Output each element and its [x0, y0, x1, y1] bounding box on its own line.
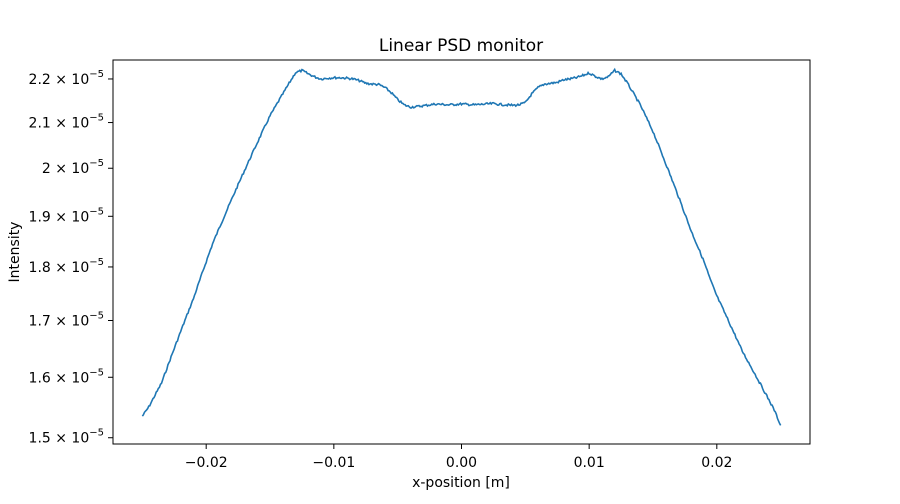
- y-tick-label: 1.6 × 10−5: [29, 367, 104, 386]
- y-tick-exponent: −5: [89, 257, 104, 268]
- intensity-series-line: [141, 67, 782, 426]
- x-tick-label: 0.01: [574, 455, 605, 471]
- y-tick-exponent: −5: [89, 428, 104, 439]
- plot-frame: [112, 59, 811, 445]
- y-tick-label: 1.8 × 10−5: [29, 257, 104, 276]
- y-tick-times: × 10: [51, 116, 89, 132]
- y-tick-exponent: −5: [89, 367, 104, 378]
- y-tick-times: × 10: [51, 260, 89, 276]
- y-tick-times: × 10: [51, 313, 89, 329]
- y-tick-mantissa: 2.1: [29, 116, 51, 132]
- y-tick-mantissa: 1.6: [29, 370, 51, 386]
- y-axis: 1.5 × 10−51.6 × 10−51.7 × 10−51.8 × 10−5…: [29, 69, 113, 447]
- y-tick-mantissa: 1.5: [29, 431, 51, 447]
- y-tick-times: × 10: [51, 370, 89, 386]
- x-tick-label: 0.02: [701, 455, 732, 471]
- y-tick-mantissa: 2.2: [29, 72, 51, 88]
- y-tick-mantissa: 1.9: [29, 209, 51, 225]
- x-axis: −0.02 −0.01 0.00 0.01 0.02: [185, 444, 732, 471]
- y-tick-exponent: −5: [89, 310, 104, 321]
- y-tick-label: 2 × 10−5: [42, 158, 104, 177]
- x-tick-label: 0.00: [446, 455, 477, 471]
- y-tick-exponent: −5: [89, 69, 104, 80]
- y-tick-label: 1.7 × 10−5: [29, 310, 104, 329]
- y-tick-exponent: −5: [89, 113, 104, 124]
- y-tick-mantissa: 1.7: [29, 313, 51, 329]
- x-axis-label: x-position [m]: [412, 475, 510, 491]
- y-tick-label: 1.5 × 10−5: [29, 428, 104, 447]
- y-tick-exponent: −5: [89, 206, 104, 217]
- x-tick-label: −0.01: [312, 455, 355, 471]
- y-tick-times: × 10: [51, 209, 89, 225]
- y-tick-mantissa: 1.8: [29, 260, 51, 276]
- y-tick-label: 1.9 × 10−5: [29, 206, 104, 225]
- y-tick-label: 2.1 × 10−5: [29, 113, 104, 132]
- y-tick-mantissa: 2: [42, 161, 51, 177]
- y-tick-times: × 10: [51, 431, 89, 447]
- x-tick-label: −0.02: [185, 455, 228, 471]
- y-tick-times: × 10: [51, 161, 89, 177]
- chart-title: Linear PSD monitor: [379, 36, 543, 56]
- y-tick-exponent: −5: [89, 158, 104, 169]
- y-tick-label: 2.2 × 10−5: [29, 69, 104, 88]
- y-axis-label: Intensity: [7, 222, 23, 283]
- y-tick-times: × 10: [51, 72, 89, 88]
